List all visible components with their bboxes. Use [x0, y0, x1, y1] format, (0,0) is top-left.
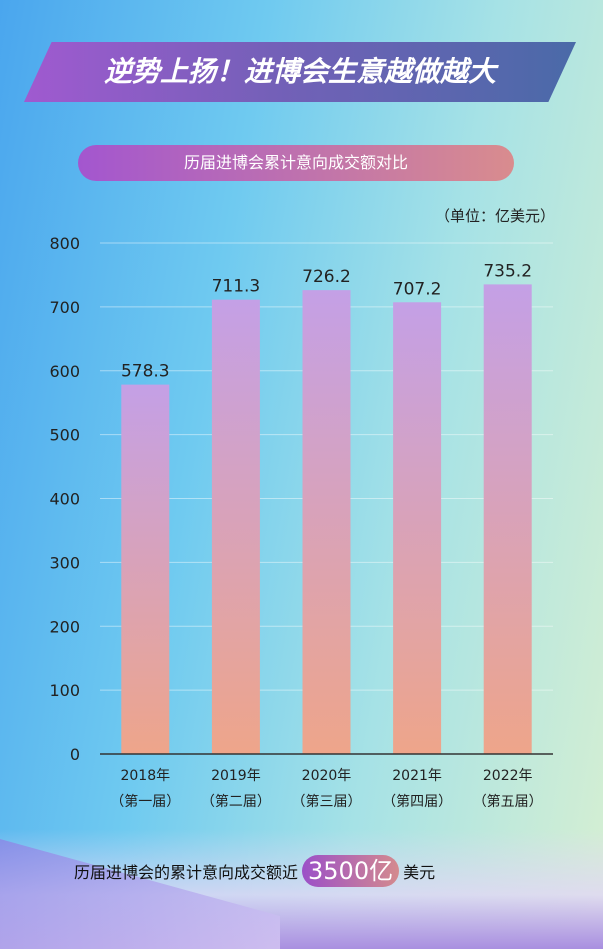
y-tick-label: 300 — [49, 553, 80, 572]
data-label: 578.3 — [121, 362, 170, 382]
y-tick-label: 100 — [49, 681, 80, 700]
x-tick-label: 2021年 — [392, 768, 442, 784]
x-tick-label: 2018年 — [120, 768, 170, 784]
chart-title: 历届进博会累计意向成交额对比 — [78, 145, 514, 181]
data-label: 735.2 — [483, 261, 532, 281]
y-tick-label: 800 — [49, 234, 80, 253]
bar — [121, 384, 170, 754]
x-tick-label: 2019年 — [211, 768, 261, 784]
data-label: 726.2 — [302, 267, 351, 287]
page-title: 逆势上扬！进博会生意越做越大 — [103, 55, 496, 88]
y-tick-label: 0 — [70, 745, 80, 764]
data-label: 707.2 — [393, 279, 442, 299]
y-tick-label: 700 — [49, 298, 80, 317]
footer-highlight: 3500亿 — [302, 855, 400, 887]
data-label: 711.3 — [212, 277, 261, 297]
y-tick-label: 500 — [49, 426, 80, 445]
x-tick-sublabel: （第一届） — [110, 793, 180, 810]
x-tick-sublabel: （第五届） — [473, 793, 543, 810]
bar — [483, 284, 532, 754]
footer-summary: 历届进博会的累计意向成交额近 3500亿 美元 — [74, 855, 554, 887]
x-tick-sublabel: （第四届） — [382, 793, 452, 810]
x-tick-sublabel: （第二届） — [201, 793, 271, 810]
bar — [211, 299, 260, 754]
y-tick-label: 200 — [49, 617, 80, 636]
footer-prefix: 历届进博会的累计意向成交额近 — [74, 863, 299, 882]
bar — [393, 302, 442, 754]
bar-chart: 0 100 200 300 400 500 600 700 800 578.3 2018年 （第一届）… — [49, 234, 553, 810]
bar — [302, 290, 351, 754]
x-tick-label: 2022年 — [483, 768, 533, 784]
footer-suffix: 美元 — [403, 863, 436, 882]
x-tick-label: 2020年 — [302, 768, 352, 784]
unit-label: （单位：亿美元） — [434, 207, 555, 225]
y-tick-label: 600 — [49, 362, 80, 381]
x-tick-sublabel: （第三届） — [292, 793, 362, 810]
y-tick-label: 400 — [49, 490, 80, 509]
title-banner — [24, 42, 576, 102]
